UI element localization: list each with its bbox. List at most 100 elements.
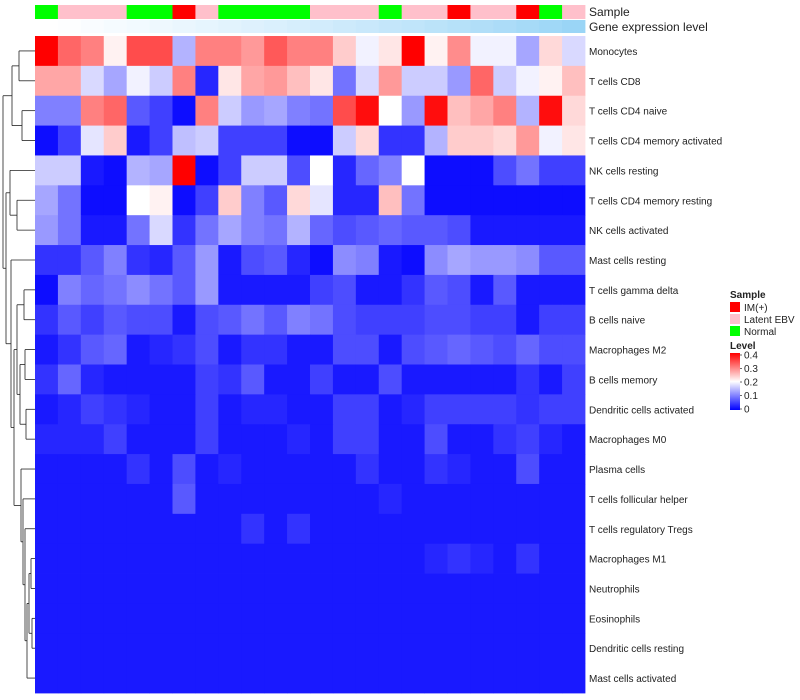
heatmap-cell	[149, 424, 173, 455]
heatmap-cell	[218, 663, 242, 694]
heatmap-cell	[126, 424, 150, 455]
heatmap-cell	[332, 394, 357, 425]
heatmap-cell	[103, 513, 128, 545]
heatmap-cell	[310, 245, 334, 276]
heatmap-cell	[493, 424, 517, 455]
heatmap-cell	[57, 245, 82, 276]
heatmap-cell	[80, 603, 105, 634]
sample-annotation-cell	[264, 5, 288, 19]
heatmap-cell	[35, 513, 59, 545]
heatmap-cell	[80, 364, 105, 395]
heatmap-cell	[218, 424, 242, 455]
heatmap-cell	[562, 274, 586, 306]
heatmap-cell	[264, 304, 288, 336]
heatmap-cell	[355, 304, 380, 336]
heatmap-cell	[264, 185, 288, 216]
heatmap-cell	[218, 513, 242, 545]
heatmap-cell	[401, 125, 425, 156]
heatmap-cell	[470, 185, 494, 216]
expression-level-cell	[447, 20, 471, 33]
heatmap-cell	[332, 603, 357, 634]
heatmap-cell	[287, 394, 311, 425]
expression-level-cell	[562, 20, 586, 33]
heatmap-cell	[195, 245, 219, 276]
heatmap-cell	[516, 185, 540, 216]
heatmap-cell	[80, 304, 105, 336]
heatmap-cell	[562, 125, 586, 156]
heatmap-cell	[218, 215, 242, 246]
heatmap-cell	[562, 663, 586, 694]
heatmap-cell	[470, 633, 494, 664]
heatmap-cell	[241, 513, 265, 545]
heatmap-cell	[401, 603, 425, 634]
heatmap-cell	[57, 543, 82, 574]
heatmap-cell	[470, 364, 494, 395]
heatmap-cell	[562, 65, 586, 97]
heatmap-cell	[447, 274, 471, 306]
heatmap-cell	[241, 543, 265, 574]
heatmap-cell	[126, 454, 150, 485]
heatmap-cell	[539, 424, 563, 455]
heatmap-cell	[241, 245, 265, 276]
heatmap-cell	[493, 603, 517, 634]
heatmap-cell	[516, 663, 540, 694]
heatmap-cell	[310, 334, 334, 365]
heatmap-cell	[516, 603, 540, 634]
heatmap-cell	[57, 65, 82, 97]
heatmap-cell	[57, 394, 82, 425]
heatmap-cell	[447, 334, 471, 365]
heatmap-cell	[355, 454, 380, 485]
heatmap-cell	[264, 65, 288, 97]
heatmap-cell	[310, 65, 334, 97]
heatmap-cell	[264, 663, 288, 694]
row-label: Macrophages M0	[589, 435, 667, 446]
heatmap-cell	[287, 483, 311, 515]
sample-annotation-cell	[310, 5, 334, 19]
heatmap-cell	[332, 513, 357, 545]
heatmap-cell	[172, 454, 196, 485]
row-label: Dendritic cells activated	[589, 405, 694, 416]
row-label: T cells follicular helper	[589, 495, 688, 506]
heatmap-cell	[562, 304, 586, 336]
heatmap-cell	[57, 36, 82, 67]
heatmap-cell	[149, 215, 173, 246]
heatmap-cell	[80, 245, 105, 276]
heatmap-cell	[447, 633, 471, 664]
row-label: Mast cells resting	[589, 256, 666, 267]
heatmap-cell	[195, 543, 219, 574]
heatmap-cell	[493, 334, 517, 365]
heatmap-cell	[103, 364, 128, 395]
heatmap-cell	[378, 424, 403, 455]
heatmap-cell	[103, 334, 128, 365]
legend-tick-label: 0.3	[744, 364, 758, 375]
heatmap-cell	[80, 424, 105, 455]
heatmap-cell	[35, 274, 59, 306]
heatmap-cell	[493, 155, 517, 186]
heatmap-cell	[562, 513, 586, 545]
heatmap-cell	[539, 663, 563, 694]
sample-annotation-cell	[493, 5, 517, 19]
heatmap-cell	[424, 274, 448, 306]
heatmap-cell	[149, 304, 173, 336]
heatmap-cell	[149, 334, 173, 365]
legend-swatch-normal	[730, 326, 740, 336]
heatmap-cell	[378, 304, 403, 336]
heatmap-cell	[172, 65, 196, 97]
heatmap-cell	[332, 633, 357, 664]
heatmap-cell	[287, 364, 311, 395]
legend-swatch-latent	[730, 314, 740, 324]
heatmap-cell	[470, 245, 494, 276]
heatmap-cell	[562, 633, 586, 664]
heatmap-cell	[172, 394, 196, 425]
heatmap-cell	[447, 394, 471, 425]
heatmap-cell	[126, 304, 150, 336]
heatmap-cell	[57, 483, 82, 515]
sample-annotation-track	[35, 5, 586, 19]
heatmap-cell	[80, 454, 105, 485]
expression-level-cell	[470, 20, 494, 33]
heatmap-cell	[103, 95, 128, 126]
heatmap-cell	[401, 454, 425, 485]
sample-annotation-cell	[241, 5, 265, 19]
heatmap-cell	[562, 394, 586, 425]
